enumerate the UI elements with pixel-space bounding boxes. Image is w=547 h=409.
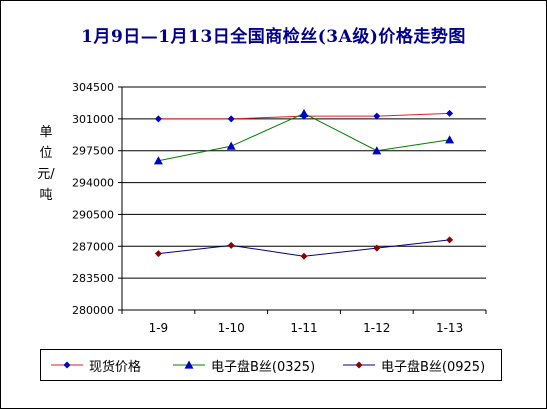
x-tick-label: 1-10 xyxy=(218,321,245,335)
legend-marker xyxy=(184,360,194,369)
chart-title: 1月9日—1月13日全国商检丝(3A级)价格走势图 xyxy=(81,27,466,47)
data-point xyxy=(446,236,454,244)
legend-swatch xyxy=(51,361,83,369)
axes xyxy=(121,87,486,311)
y-tick-label: 280000 xyxy=(72,304,114,317)
data-point xyxy=(300,252,308,260)
data-point xyxy=(226,141,236,150)
gridlines xyxy=(118,86,486,311)
legend-marker xyxy=(355,361,363,369)
data-point xyxy=(299,108,309,117)
y-tick-label: 290500 xyxy=(72,208,114,221)
data-point xyxy=(153,156,163,165)
data-point xyxy=(445,135,455,144)
legend-item: 电子盘B丝(0325) xyxy=(171,350,315,380)
series-2 xyxy=(153,108,455,165)
y-tick-label: 287000 xyxy=(72,240,114,253)
y-tick-label: 304500 xyxy=(72,81,114,94)
data-point xyxy=(372,146,382,155)
x-tick-labels: 1-9 1-10 1-11 1-12 1-13 xyxy=(121,310,487,335)
y-tick-label: 301000 xyxy=(72,113,114,126)
y-tick-labels: 280000 283500 287000 290500 294000 297500 3010… xyxy=(72,81,114,317)
x-tick-label: 1-12 xyxy=(363,321,390,335)
y-tick-label: 297500 xyxy=(72,145,114,158)
x-tick-label: 1-13 xyxy=(436,321,463,335)
data-point xyxy=(373,112,381,120)
legend: 现货价格 电子盘B丝(0325) 电子盘B丝(0925) xyxy=(40,349,502,381)
data-point xyxy=(154,250,162,258)
plot-area xyxy=(122,87,486,310)
x-tick-label: 1-9 xyxy=(149,321,169,335)
legend-label: 电子盘B丝(0925) xyxy=(381,359,486,375)
data-point xyxy=(446,109,454,117)
data-point xyxy=(154,115,162,123)
series-group xyxy=(153,108,455,260)
legend-marker xyxy=(63,361,71,369)
y-axis-label: 单位 元/吨 xyxy=(37,125,55,203)
y-tick-label: 283500 xyxy=(72,272,114,285)
x-tick-label: 1-11 xyxy=(290,321,317,335)
data-point xyxy=(373,244,381,252)
y-tick-label: 294000 xyxy=(72,177,114,190)
legend-item: 电子盘B丝(0925) xyxy=(341,350,485,380)
legend-swatch xyxy=(173,360,205,369)
legend-label: 现货价格 xyxy=(89,359,142,375)
data-point xyxy=(227,115,235,123)
series-3 xyxy=(154,236,454,260)
legend-label: 电子盘B丝(0325) xyxy=(211,359,316,375)
plot-background xyxy=(122,87,486,310)
legend-swatch xyxy=(343,361,375,369)
legend-item: 现货价格 xyxy=(49,350,141,380)
data-point xyxy=(227,241,235,249)
